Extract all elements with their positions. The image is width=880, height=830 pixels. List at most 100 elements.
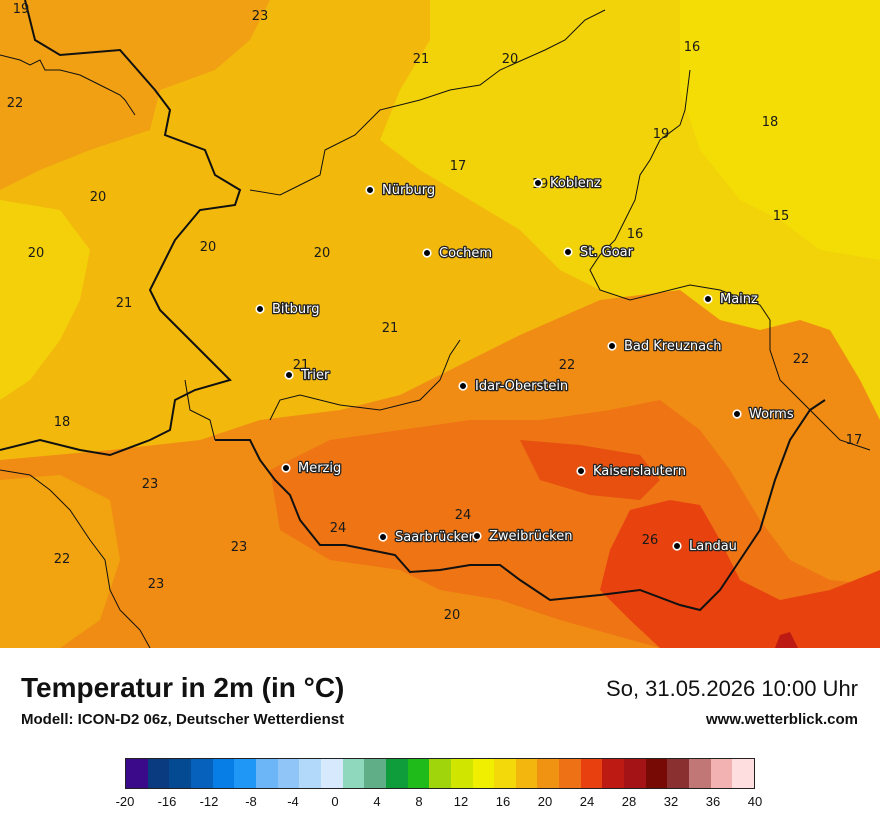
color-scale-swatch <box>429 759 451 788</box>
city-label: St. Goar <box>580 245 634 260</box>
color-scale-swatch <box>277 759 300 788</box>
city-label: Bitburg <box>272 302 320 317</box>
temperature-value-label: 24 <box>330 521 347 536</box>
color-scale-tick-label: 0 <box>331 794 339 809</box>
city-dot <box>458 381 468 391</box>
color-scale-swatch <box>234 759 256 788</box>
color-scale-swatch <box>147 759 170 788</box>
color-scale-swatch <box>537 759 560 788</box>
city-marker: Bad Kreuznach <box>607 338 723 355</box>
temperature-value-label: 22 <box>559 358 576 373</box>
color-scale-swatch <box>450 759 473 788</box>
temperature-value-label: 23 <box>142 477 159 492</box>
temperature-value-label: 19 <box>13 2 30 17</box>
color-scale-swatch <box>364 759 386 788</box>
color-scale-swatch <box>710 759 733 788</box>
color-scale <box>125 758 755 789</box>
color-scale-swatch <box>559 759 581 788</box>
temp-field-hot-landau <box>600 500 880 648</box>
temperature-map: 1923212016221819171920151620202021212222… <box>0 0 880 648</box>
website-link[interactable]: www.wetterblick.com <box>706 711 858 728</box>
color-scale-tick-label: 24 <box>579 794 595 809</box>
temperature-value-label: 19 <box>653 127 670 142</box>
temperature-value-label: 22 <box>7 96 24 111</box>
city-dot <box>422 248 432 258</box>
city-label: Zweibrücken <box>489 529 572 544</box>
city-marker: Koblenz <box>533 175 602 192</box>
temperature-value-label: 26 <box>642 533 659 548</box>
city-marker: Landau <box>672 538 738 555</box>
city-label: Saarbrücken <box>395 530 477 545</box>
color-scale-tick-label: -8 <box>245 794 257 809</box>
temperature-value-label: 20 <box>314 246 331 261</box>
color-scale-swatch <box>602 759 625 788</box>
temperature-value-label: 17 <box>846 433 863 448</box>
temperature-value-label: 22 <box>54 552 71 567</box>
temperature-value-label: 17 <box>450 159 467 174</box>
forecast-datetime: So, 31.05.2026 10:00 Uhr <box>606 676 858 701</box>
color-scale-swatch <box>645 759 668 788</box>
color-scale-tick-label: 8 <box>415 794 423 809</box>
temperature-value-label: 21 <box>116 296 133 311</box>
city-label: Bad Kreuznach <box>624 339 722 354</box>
color-scale-tick-label: 36 <box>705 794 721 809</box>
city-marker: Zweibrücken <box>472 528 574 545</box>
temperature-value-label: 20 <box>90 190 107 205</box>
color-scale-swatch <box>320 759 343 788</box>
city-marker: St. Goar <box>563 244 635 261</box>
city-dot <box>607 341 617 351</box>
temp-field-nw <box>0 0 270 190</box>
city-dot <box>281 463 291 473</box>
color-scale-ticks: -20 -16 -12 -8 -4 0 4 8 12 16 20 24 28 32 36 40 <box>0 794 880 814</box>
temperature-value-label: 15 <box>773 209 790 224</box>
temperature-value-label: 20 <box>28 246 45 261</box>
city-dot <box>284 370 294 380</box>
temperature-value-label: 18 <box>762 115 779 130</box>
color-scale-swatch <box>689 759 711 788</box>
city-dot <box>533 178 543 188</box>
city-marker: Trier <box>284 367 331 384</box>
color-scale-tick-label: 32 <box>663 794 679 809</box>
temp-field-ne-coolest <box>680 0 880 260</box>
city-dot <box>576 466 586 476</box>
city-label: Merzig <box>298 461 341 476</box>
city-label: Mainz <box>720 292 758 307</box>
city-marker: Cochem <box>422 245 493 262</box>
temperature-value-label: 20 <box>444 608 461 623</box>
temperature-value-label: 21 <box>413 52 430 67</box>
color-scale-tick-label: 28 <box>621 794 637 809</box>
city-dot <box>563 247 573 257</box>
color-scale-swatch <box>169 759 191 788</box>
color-scale-swatch <box>732 759 755 788</box>
temperature-value-label: 24 <box>455 508 472 523</box>
color-scale-tick-label: 4 <box>373 794 381 809</box>
temperature-value-label: 20 <box>200 240 217 255</box>
city-marker: Worms <box>732 406 795 423</box>
temperature-value-label: 16 <box>684 40 701 55</box>
color-scale-swatch <box>212 759 235 788</box>
temperature-value-label: 18 <box>54 415 71 430</box>
color-scale-swatch <box>342 759 365 788</box>
temp-field-sw-light <box>0 475 120 648</box>
color-scale-swatch <box>472 759 495 788</box>
city-label: Cochem <box>439 246 492 261</box>
state-borders <box>0 9 871 648</box>
city-label: Landau <box>689 539 737 554</box>
color-scale-swatch <box>515 759 538 788</box>
city-label: Trier <box>300 368 330 383</box>
temperature-value-label: 21 <box>382 321 399 336</box>
temp-field-hot-kl <box>520 440 660 500</box>
city-marker: Merzig <box>281 460 343 477</box>
city-marker: Nürburg <box>365 182 436 199</box>
color-scale-tick-label: 12 <box>453 794 469 809</box>
city-dot <box>672 541 682 551</box>
temperature-value-label: 22 <box>793 352 810 367</box>
city-marker: Bitburg <box>255 301 321 318</box>
city-dot <box>365 185 375 195</box>
city-marker: Idar-Oberstein <box>458 378 569 395</box>
model-source: Modell: ICON-D2 06z, Deutscher Wetterdie… <box>21 711 345 728</box>
color-scale-swatch <box>255 759 278 788</box>
value-labels: 1923212016221819171920151620202021212222… <box>7 2 863 623</box>
temperature-value-label: 23 <box>252 9 269 24</box>
country-borders <box>0 0 826 612</box>
